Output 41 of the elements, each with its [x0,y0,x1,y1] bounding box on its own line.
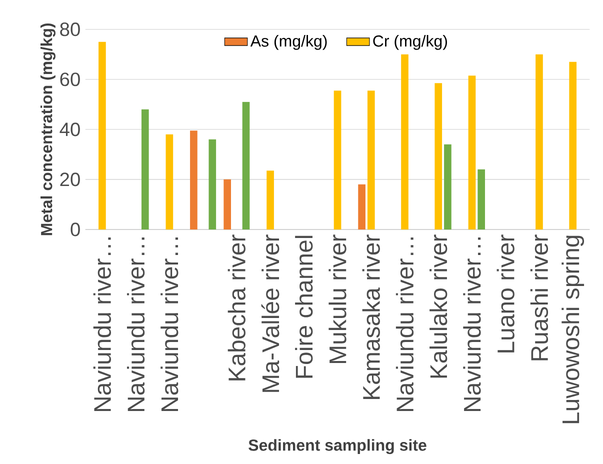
bar [434,83,442,230]
x-tick-label: Foire channel [295,236,313,378]
bar [166,134,174,230]
y-tick-label: 40 [60,122,80,136]
x-tick-label: Luwowoshi spring [562,236,584,424]
x-tick-label: Ruashi river [530,234,548,361]
bar [266,170,274,230]
x-axis-title: Sediment sampling site [248,439,426,454]
bar [536,54,543,230]
x-tick-label: Naviundu river… [396,238,414,412]
bar [208,140,216,230]
x-tick-label: Naviundu river… [93,238,112,412]
legend-label: As (mg/kg) [250,35,327,50]
y-axis-title: Metal concentration (mg/kg) [40,24,56,236]
x-tick-label: Naviundu river… [160,238,178,412]
x-tick-label: Kamasaka river [362,234,380,400]
bar [569,62,577,230]
bar [401,54,408,230]
x-tick-label: Ma-Vallée river [261,234,280,392]
y-tick-label: 80 [60,22,80,36]
legend-label: Cr (mg/kg) [373,35,447,50]
bar [334,90,342,230]
bar [98,42,106,230]
bar [478,170,486,230]
bar [242,102,250,230]
bar [444,144,452,230]
x-tick-label: Naviundu river… [463,238,481,412]
bar [367,90,375,230]
bar [468,76,476,230]
x-tick-label: Kabecha river [228,234,246,381]
x-tick-label: Naviundu river… [126,238,145,412]
y-tick-label: 20 [60,172,80,186]
y-tick-label: 0 [70,222,80,236]
bar [224,180,231,230]
bar [141,110,149,230]
y-tick-label: 60 [60,72,80,86]
bar [358,184,366,230]
x-tick-label: Luano river [496,234,514,353]
x-tick-label: Mukulu river [328,234,346,364]
x-tick-label: Kalulako river [430,234,448,378]
bar [190,130,198,230]
